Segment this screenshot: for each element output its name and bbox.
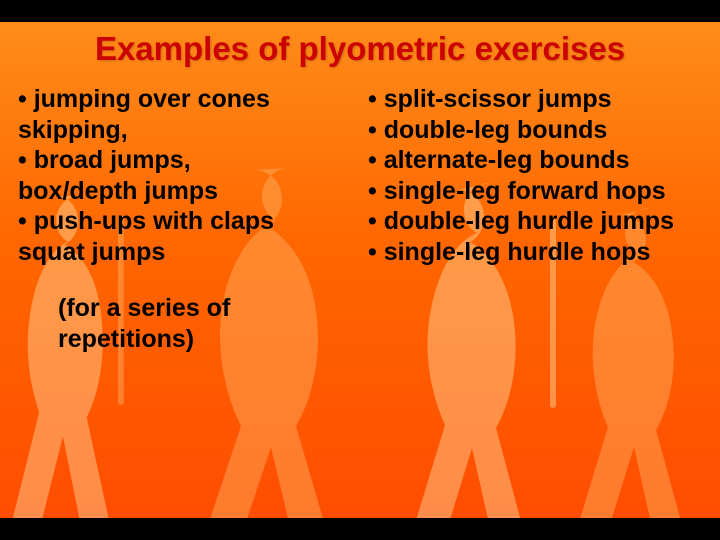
left-column: • jumping over cones skipping, • broad j… <box>18 84 348 354</box>
left-note: (for a series of repetitions) <box>18 293 348 354</box>
content-columns: • jumping over cones skipping, • broad j… <box>18 84 702 354</box>
left-line: squat jumps <box>18 237 348 268</box>
left-line: • jumping over cones <box>18 84 348 115</box>
left-line: • push-ups with claps <box>18 206 348 237</box>
right-line: • split-scissor jumps <box>368 84 698 115</box>
left-line: skipping, <box>18 115 348 146</box>
slide-body: Examples of plyometric exercises • jumpi… <box>0 22 720 518</box>
right-line: • single-leg forward hops <box>368 176 698 207</box>
right-column: • split-scissor jumps • double-leg bound… <box>368 84 698 354</box>
slide-title: Examples of plyometric exercises <box>0 30 720 68</box>
right-line: • single-leg hurdle hops <box>368 237 698 268</box>
left-line: box/depth jumps <box>18 176 348 207</box>
right-line: • double-leg bounds <box>368 115 698 146</box>
right-line: • alternate-leg bounds <box>368 145 698 176</box>
right-line: • double-leg hurdle jumps <box>368 206 698 237</box>
left-line: • broad jumps, <box>18 145 348 176</box>
